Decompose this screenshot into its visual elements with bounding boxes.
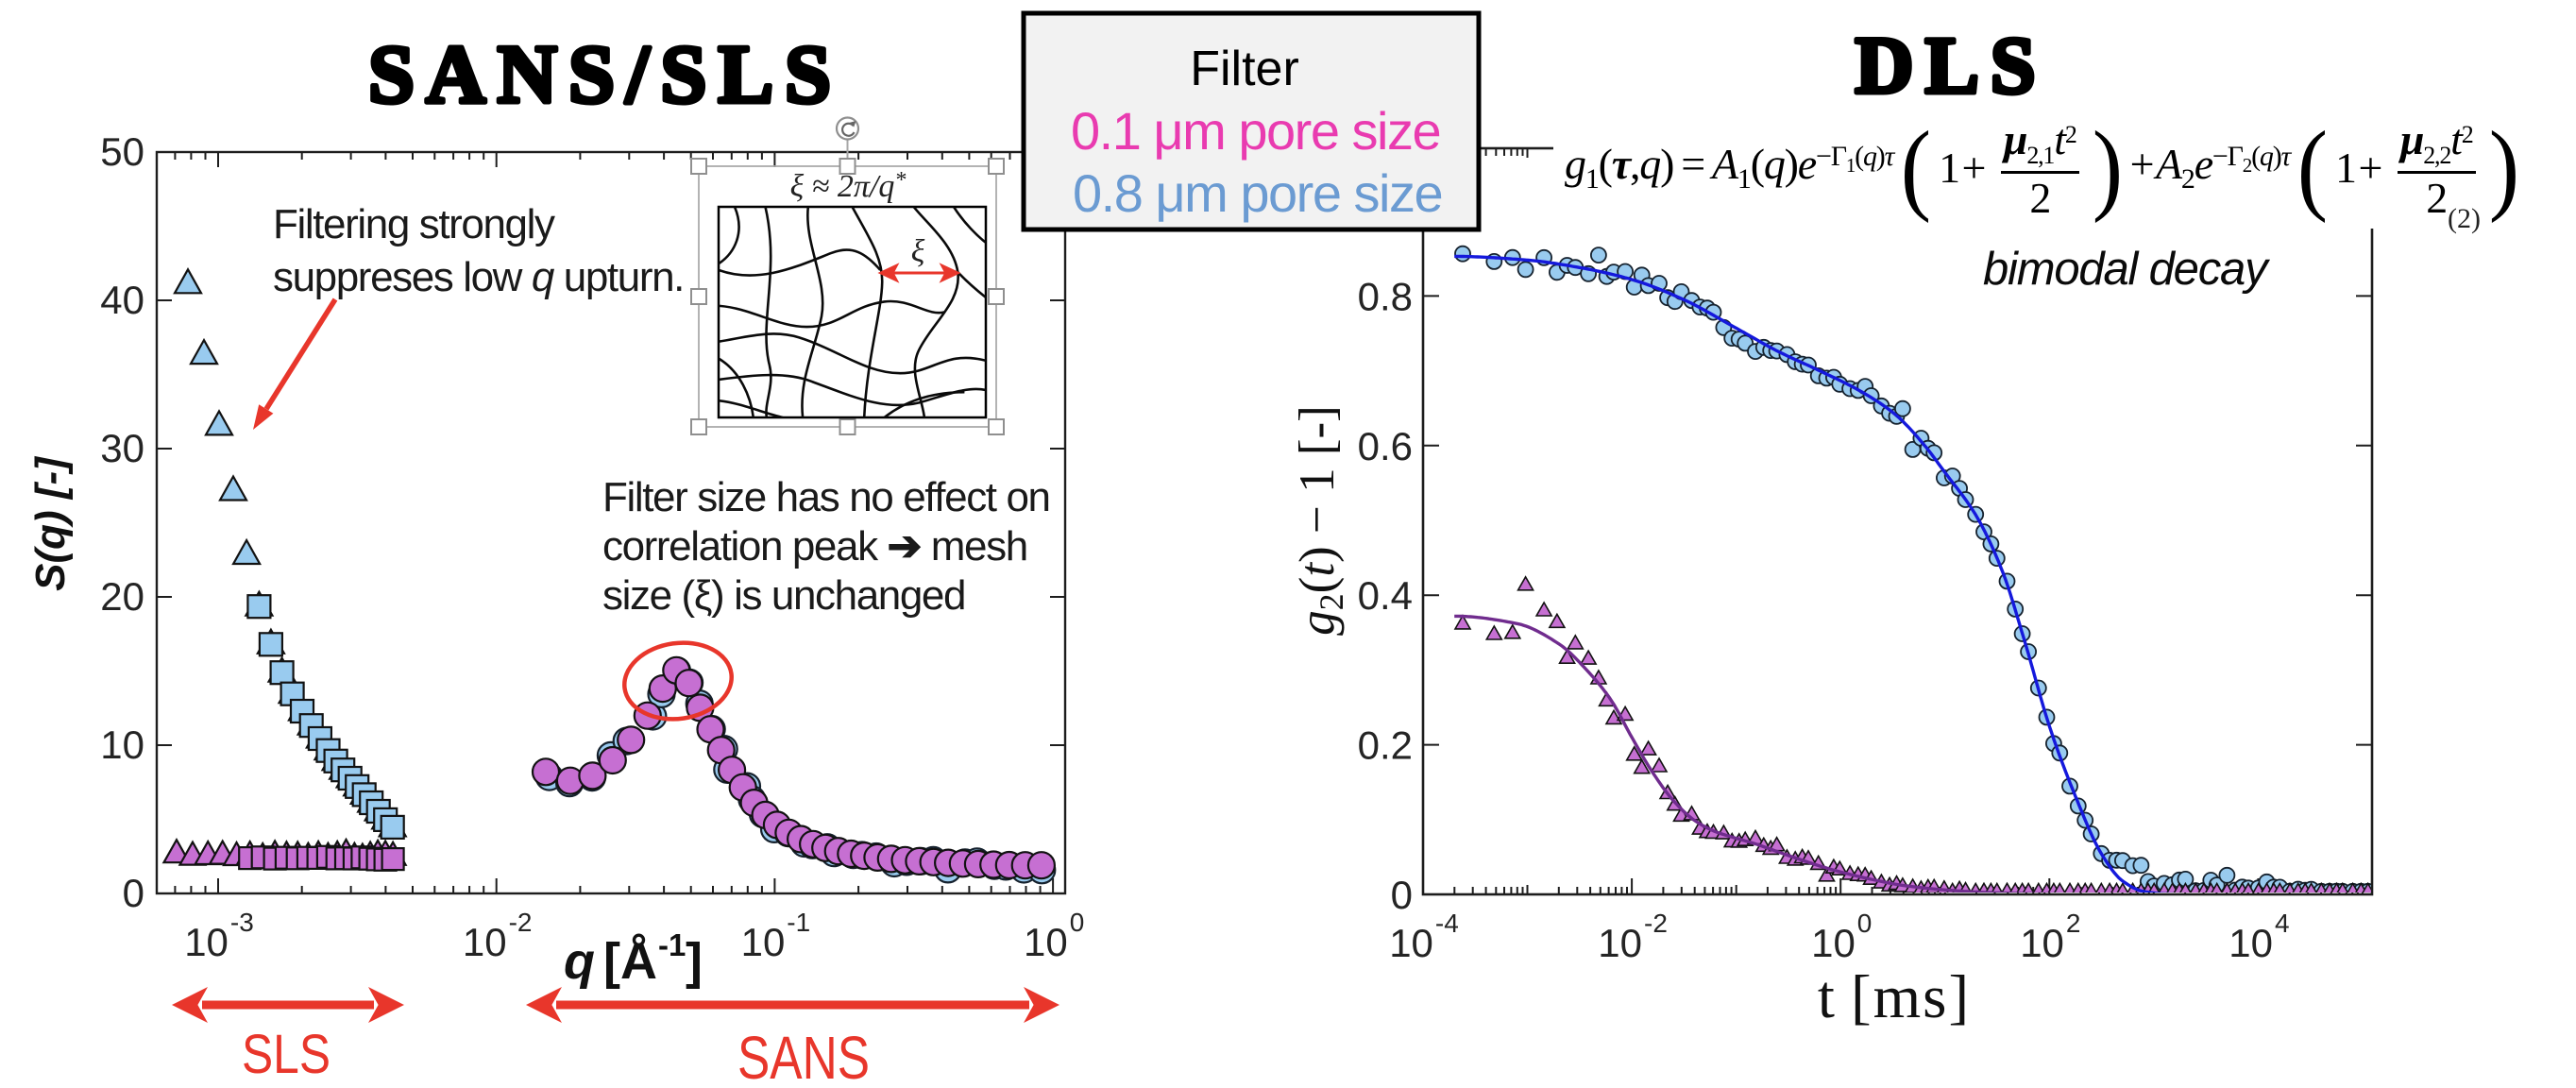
svg-text:10: 10	[741, 920, 786, 964]
svg-text:10: 10	[184, 920, 229, 964]
svg-text:-2: -2	[1644, 909, 1668, 938]
svg-text:size (ξ) is unchanged: size (ξ) is unchanged	[602, 572, 965, 619]
svg-text:10: 10	[1811, 921, 1856, 965]
svg-text:10: 10	[2229, 921, 2273, 965]
svg-text:40: 40	[100, 278, 144, 322]
svg-text:Filter: Filter	[1190, 42, 1299, 96]
svg-text:correlation peak ➔ mesh: correlation peak ➔ mesh	[602, 523, 1027, 570]
svg-text:Filter size has no effect on: Filter size has no effect on	[602, 474, 1050, 520]
svg-text:4: 4	[2275, 909, 2290, 938]
svg-text:ξ ≈ 2π/q*: ξ ≈ 2π/q*	[790, 168, 907, 204]
svg-text:0.1 μm pore size: 0.1 μm pore size	[1071, 101, 1440, 161]
svg-text:q: q	[564, 933, 595, 990]
svg-text:10: 10	[1389, 921, 1433, 965]
svg-text:SLS: SLS	[242, 1024, 330, 1085]
svg-text:suppreses low q upturn.: suppreses low q upturn.	[273, 254, 684, 300]
svg-text:-4: -4	[1435, 909, 1459, 938]
svg-text:[Å: [Å	[603, 933, 657, 990]
svg-text:-3: -3	[230, 908, 254, 937]
svg-text:50: 50	[100, 129, 144, 174]
svg-text:0: 0	[1391, 873, 1413, 917]
svg-text:2: 2	[2066, 909, 2081, 938]
svg-text:bimodal decay: bimodal decay	[1983, 244, 2270, 295]
svg-text:0.8 μm pore size: 0.8 μm pore size	[1073, 163, 1442, 223]
svg-text:10: 10	[1024, 920, 1068, 964]
svg-text:10: 10	[100, 722, 144, 767]
svg-text:10: 10	[463, 920, 507, 964]
svg-text:t [ms]: t [ms]	[1818, 963, 1971, 1031]
svg-text:ξ: ξ	[911, 234, 925, 269]
svg-text:SANS: SANS	[737, 1024, 870, 1088]
svg-text:0.4: 0.4	[1358, 573, 1413, 618]
svg-text:SANS/SLS: SANS/SLS	[368, 29, 842, 121]
svg-text:20: 20	[100, 574, 144, 619]
svg-text:10: 10	[1598, 921, 1642, 965]
svg-text:0.2: 0.2	[1358, 723, 1413, 768]
svg-text:0: 0	[1857, 909, 1873, 938]
svg-text:DLS: DLS	[1855, 20, 2046, 110]
svg-text:30: 30	[100, 426, 144, 470]
svg-text:(2): (2)	[2448, 203, 2481, 234]
svg-text:10: 10	[2020, 921, 2064, 965]
svg-text:-2: -2	[509, 908, 533, 937]
svg-text:S(q) [-]: S(q) [-]	[27, 456, 74, 591]
svg-text:g2(t) − 1 [-]: g2(t) − 1 [-]	[1290, 405, 1350, 636]
svg-text:0.8: 0.8	[1358, 274, 1413, 318]
svg-text:Filtering strongly: Filtering strongly	[273, 201, 555, 247]
svg-text:0: 0	[1070, 908, 1085, 937]
svg-text:]: ]	[686, 933, 703, 990]
svg-text:0: 0	[123, 871, 144, 915]
svg-text:0.6: 0.6	[1358, 424, 1413, 468]
svg-text:-1: -1	[787, 908, 810, 937]
svg-text:-1: -1	[658, 927, 686, 962]
